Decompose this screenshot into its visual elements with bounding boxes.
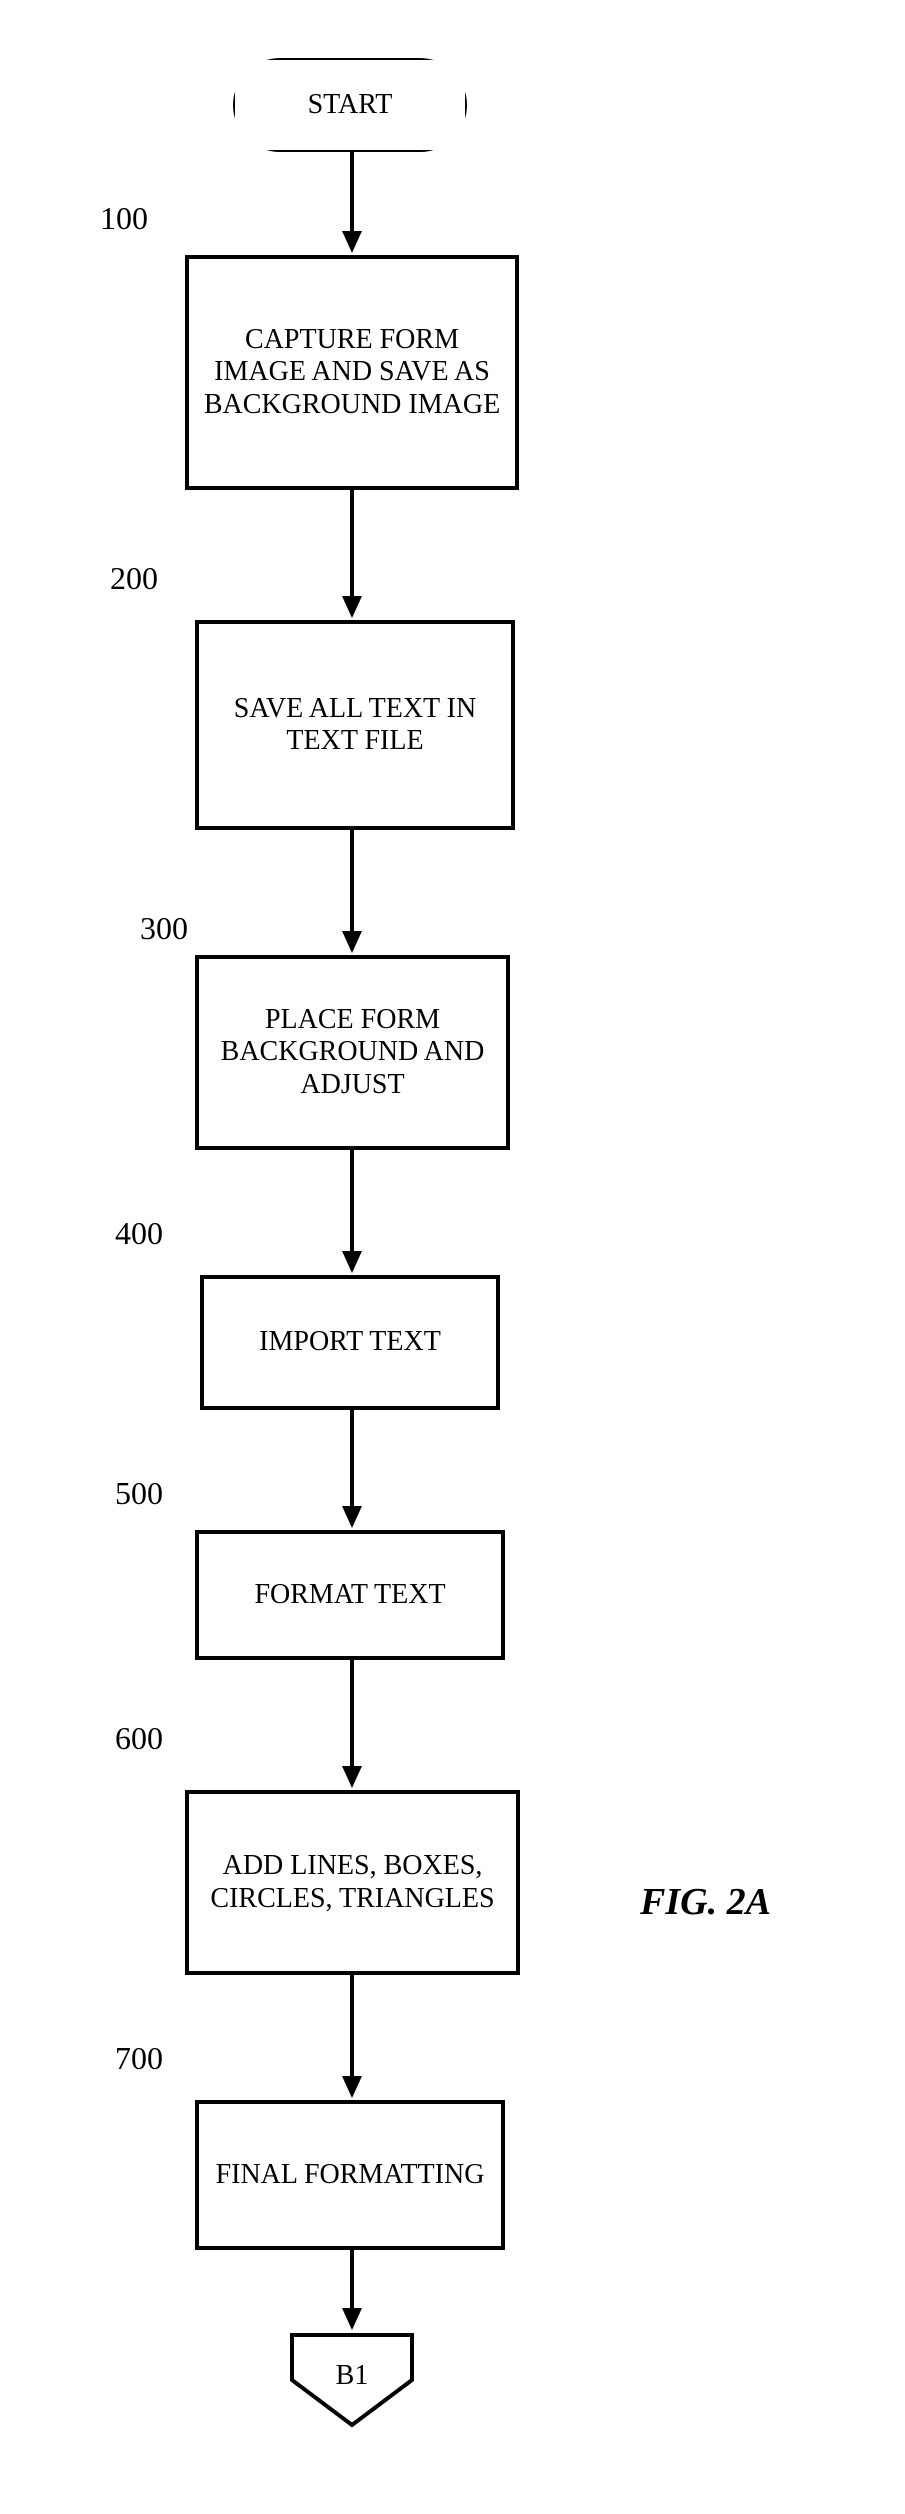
step-label-100: 100	[100, 200, 148, 237]
process-node-400: IMPORT TEXT	[200, 1275, 500, 1410]
process-node-600: ADD LINES, BOXES, CIRCLES, TRIANGLES	[185, 1790, 520, 1975]
step-label-500: 500	[115, 1475, 163, 1512]
process-node-500-text: FORMAT TEXT	[254, 1579, 445, 1611]
flowchart-canvas: START CAPTURE FORM IMAGE AND SAVE AS BAC…	[0, 0, 905, 2514]
process-node-700: FINAL FORMATTING	[195, 2100, 505, 2250]
process-node-700-text: FINAL FORMATTING	[216, 2159, 485, 2191]
process-node-200: SAVE ALL TEXT IN TEXT FILE	[195, 620, 515, 830]
figure-label: FIG. 2A	[640, 1880, 771, 1924]
step-label-700: 700	[115, 2040, 163, 2077]
terminator-start: START	[235, 60, 465, 150]
connector-end-label: B1	[292, 2360, 412, 2392]
process-node-100: CAPTURE FORM IMAGE AND SAVE AS BACKGROUN…	[185, 255, 519, 490]
process-node-400-text: IMPORT TEXT	[259, 1326, 441, 1358]
step-label-400: 400	[115, 1215, 163, 1252]
process-node-100-text: CAPTURE FORM IMAGE AND SAVE AS BACKGROUN…	[201, 324, 503, 421]
process-node-300-text: PLACE FORM BACKGROUND AND ADJUST	[211, 1004, 494, 1101]
process-node-500: FORMAT TEXT	[195, 1530, 505, 1660]
process-node-300: PLACE FORM BACKGROUND AND ADJUST	[195, 955, 510, 1150]
step-label-600: 600	[115, 1720, 163, 1757]
process-node-200-text: SAVE ALL TEXT IN TEXT FILE	[211, 693, 499, 757]
step-label-300: 300	[140, 910, 188, 947]
step-label-200: 200	[110, 560, 158, 597]
terminator-start-label: START	[308, 89, 393, 121]
process-node-600-text: ADD LINES, BOXES, CIRCLES, TRIANGLES	[201, 1850, 504, 1914]
